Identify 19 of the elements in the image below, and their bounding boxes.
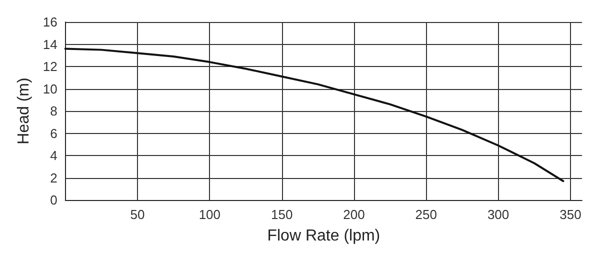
x-axis-title: Flow Rate (lpm) (267, 228, 380, 244)
x-tick-label: 50 (130, 207, 145, 222)
x-tick-label: 200 (343, 207, 365, 222)
y-tick-label: 10 (42, 81, 58, 96)
y-axis-title: Head (m) (16, 78, 32, 144)
y-tick-label: 8 (50, 104, 58, 118)
y-tick-label: 12 (42, 59, 58, 74)
x-tick-label: 350 (560, 207, 582, 222)
x-tick-label: 250 (415, 207, 437, 222)
x-tick-label: 150 (270, 207, 293, 222)
y-tick-label: 2 (50, 170, 58, 186)
y-tick-label: 4 (50, 148, 58, 163)
x-tick-label: 100 (198, 207, 221, 222)
line-series (64, 48, 564, 182)
y-tick-label: 14 (42, 36, 58, 52)
y-tick-label: 16 (42, 14, 58, 30)
y-tick-label: 0 (50, 192, 58, 208)
x-tick-label: 300 (487, 207, 510, 222)
y-tick-label: 6 (50, 126, 58, 141)
